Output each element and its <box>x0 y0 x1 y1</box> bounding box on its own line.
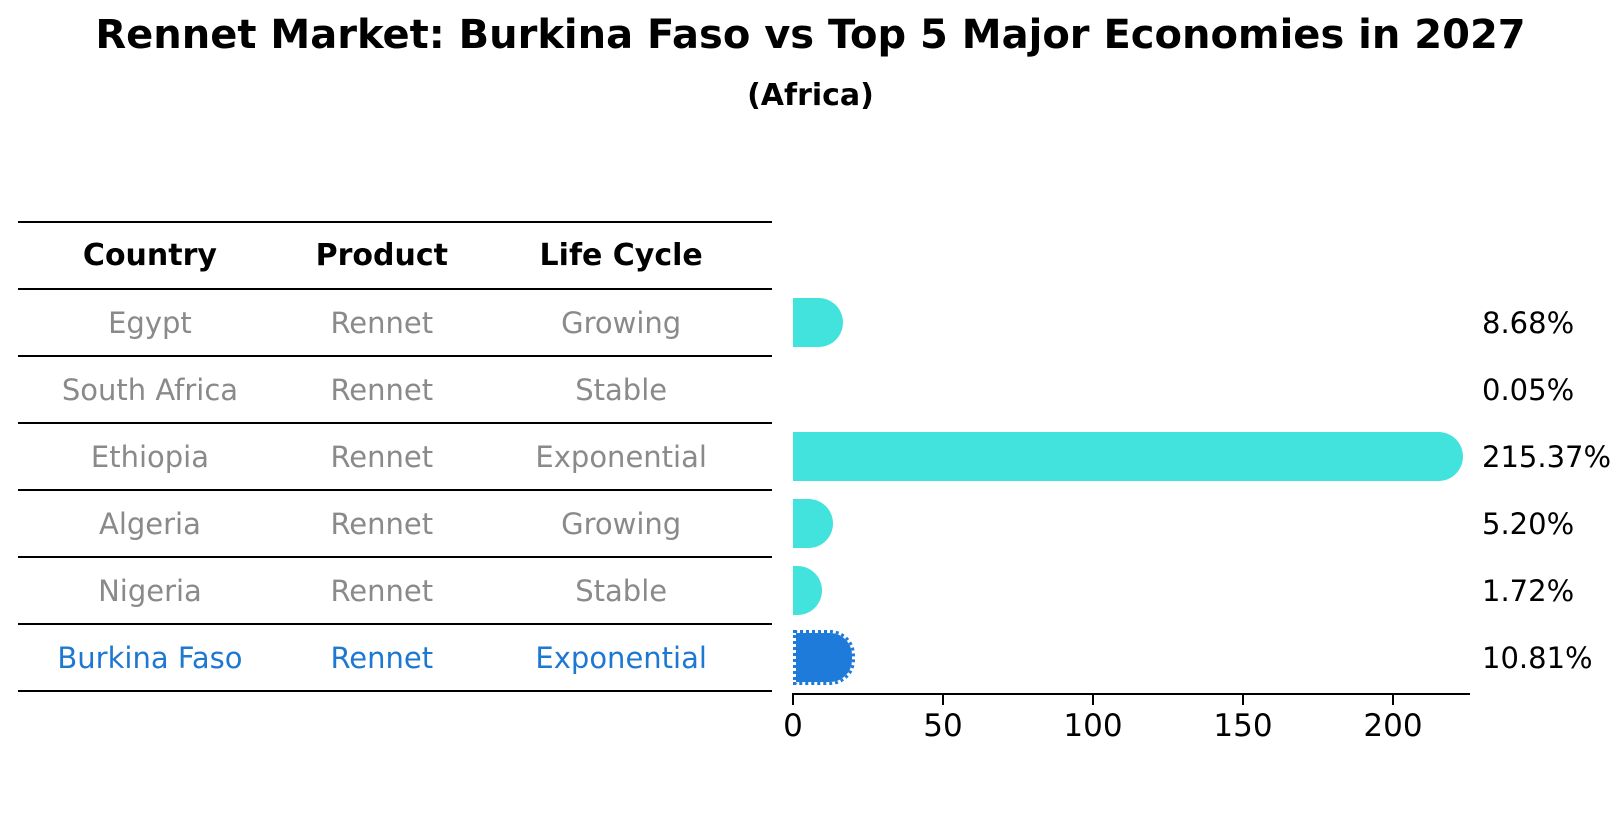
cell-product: Rennet <box>330 372 434 407</box>
cell-lifecycle: Exponential <box>535 640 707 675</box>
comparison-table: Country Product Life Cycle Egypt Rennet … <box>18 221 772 692</box>
x-axis-tick <box>792 693 794 705</box>
cell-product: Rennet <box>330 640 434 675</box>
cell-country: Burkina Faso <box>57 640 243 675</box>
bar-chart: 8.68% 0.05% 215.37% 5.20% 1.72% 10.81% 0… <box>783 289 1621 789</box>
bar-egypt <box>793 298 843 347</box>
value-label: 0.05% <box>1482 372 1575 407</box>
column-header-lifecycle: Life Cycle <box>539 238 703 273</box>
value-label: 215.37% <box>1482 439 1612 474</box>
x-axis-tick <box>942 693 944 705</box>
column-header-country: Country <box>82 238 217 273</box>
table-header-row: Country Product Life Cycle <box>18 223 772 290</box>
bar-burkina-faso <box>793 630 855 685</box>
value-label: 8.68% <box>1482 305 1575 340</box>
x-axis-tick <box>1392 693 1394 705</box>
cell-country: Ethiopia <box>90 439 209 474</box>
cell-lifecycle: Growing <box>561 305 682 340</box>
table-row: Egypt Rennet Growing <box>18 290 772 357</box>
column-header-product: Product <box>315 238 448 273</box>
bar-nigeria <box>793 566 822 615</box>
x-axis-tick <box>1092 693 1094 705</box>
bar-row <box>793 624 1493 691</box>
cell-lifecycle: Stable <box>575 573 668 608</box>
chart-title: Rennet Market: Burkina Faso vs Top 5 Maj… <box>95 12 1526 58</box>
value-label: 5.20% <box>1482 506 1575 541</box>
cell-country: Algeria <box>98 506 201 541</box>
bar-row <box>793 356 1493 423</box>
cell-product: Rennet <box>330 506 434 541</box>
table-row: Nigeria Rennet Stable <box>18 558 772 625</box>
x-axis-tick-label: 0 <box>783 708 803 744</box>
cell-country: Egypt <box>108 305 192 340</box>
x-axis-tick-label: 100 <box>1063 708 1123 744</box>
table-row: Algeria Rennet Growing <box>18 491 772 558</box>
cell-lifecycle: Exponential <box>535 439 707 474</box>
x-axis-tick-label: 200 <box>1363 708 1423 744</box>
x-axis-tick <box>1242 693 1244 705</box>
cell-country: South Africa <box>61 372 239 407</box>
table-row: South Africa Rennet Stable <box>18 357 772 424</box>
table-row: Ethiopia Rennet Exponential <box>18 424 772 491</box>
cell-product: Rennet <box>330 439 434 474</box>
bar-algeria <box>793 499 833 548</box>
x-axis-line <box>793 693 1470 695</box>
bar-row <box>793 557 1493 624</box>
bar-ethiopia <box>793 432 1463 481</box>
cell-lifecycle: Growing <box>561 506 682 541</box>
cell-product: Rennet <box>330 573 434 608</box>
cell-product: Rennet <box>330 305 434 340</box>
x-axis-tick-label: 50 <box>923 708 963 744</box>
bar-row <box>793 289 1493 356</box>
x-axis-tick-label: 150 <box>1213 708 1273 744</box>
cell-lifecycle: Stable <box>575 372 668 407</box>
bar-row <box>793 490 1493 557</box>
table-row-burkina-faso: Burkina Faso Rennet Exponential <box>18 625 772 692</box>
value-label: 10.81% <box>1482 640 1593 675</box>
chart-subtitle: (Africa) <box>747 78 874 113</box>
value-label: 1.72% <box>1482 573 1575 608</box>
cell-country: Nigeria <box>98 573 202 608</box>
bar-row <box>793 423 1493 490</box>
